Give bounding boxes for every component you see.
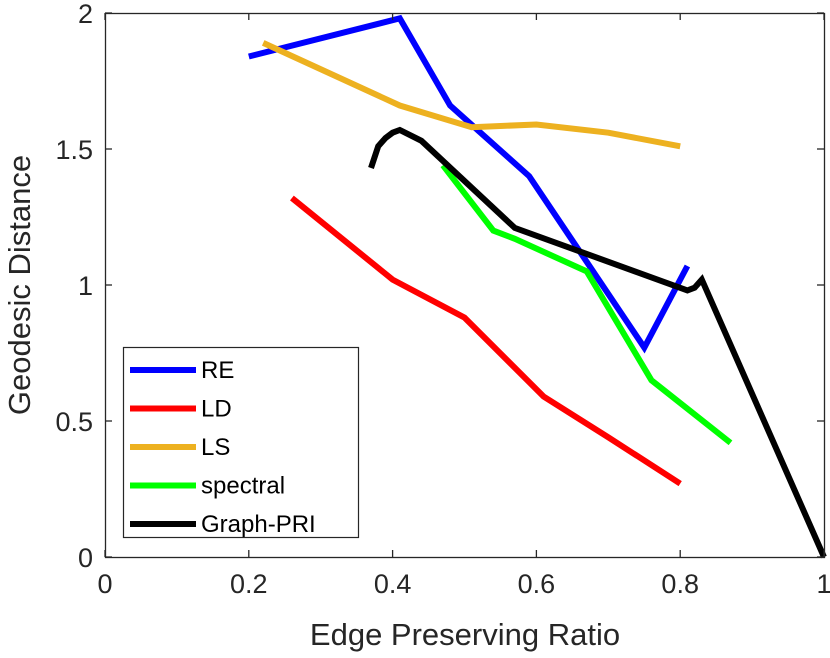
y-axis-label: Geodesic Distance <box>2 155 37 415</box>
legend-label-spectral: spectral <box>201 473 285 500</box>
y-tick-label: 1.5 <box>55 135 93 165</box>
x-axis-label: Edge Preserving Ratio <box>310 617 620 652</box>
x-tick-label: 0.8 <box>661 569 699 599</box>
y-tick-label: 0.5 <box>55 407 93 437</box>
y-tick-label: 0 <box>78 543 93 573</box>
x-tick-label: 1 <box>816 569 830 599</box>
x-tick-label: 0.4 <box>374 569 412 599</box>
series-line-ld <box>290 195 682 487</box>
series-line-spectral <box>440 163 733 446</box>
y-tick-label: 2 <box>78 0 93 29</box>
series-line-re <box>248 14 691 354</box>
series-line-ls <box>261 40 681 150</box>
x-tick-label: 0.6 <box>518 569 556 599</box>
legend: RE LD LS spectral Graph-PRI <box>122 346 360 539</box>
x-tick-label: 0 <box>97 569 112 599</box>
series-layer <box>248 14 827 559</box>
legend-label-graph-pri: Graph-PRI <box>201 511 316 538</box>
legend-label-ls: LS <box>201 434 230 461</box>
legend-label-ld: LD <box>201 396 232 423</box>
ticks-layer: 0 0.2 0.4 0.6 0.8 1 0 0.5 1 1.5 2 <box>55 0 830 599</box>
y-tick-label: 1 <box>78 271 93 301</box>
legend-box <box>122 346 360 539</box>
legend-label-re: RE <box>201 357 234 384</box>
series-line-graph-pri <box>368 126 827 559</box>
x-tick-label: 0.2 <box>230 569 268 599</box>
